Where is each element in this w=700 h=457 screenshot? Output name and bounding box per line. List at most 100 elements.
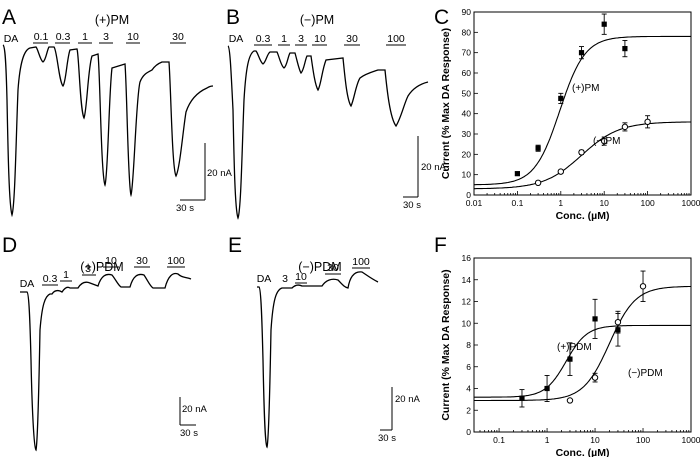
panel-e-scale-current: 20 nA (395, 394, 420, 405)
chart-f-label-minus: (−)PDM (628, 368, 663, 379)
panel-e-title: (−)PDM (298, 260, 341, 274)
panel-d-scale-time: 30 s (180, 428, 198, 439)
chart-c-xtick-label: 0.1 (511, 198, 523, 208)
panel-d-label-3: 10 (105, 255, 117, 267)
panel-a-letter: A (2, 6, 16, 29)
panel-d-trace (20, 272, 192, 452)
panel-b: B (−)PM DA 0.3 1 3 10 30 100 20 nA 30 s (226, 6, 446, 220)
panel-d-label-0: 0.3 (43, 273, 58, 285)
chart-c-point-1 (644, 118, 651, 126)
chart-c-ytick-label: 50 (462, 88, 472, 98)
chart-f-point-0 (544, 385, 550, 392)
panel-d-label-2: 3 (85, 263, 91, 275)
chart-c-point-0 (601, 21, 607, 27)
panel-a-label-3: 3 (103, 31, 109, 43)
chart-f-point-0 (567, 356, 573, 362)
chart-c-xlabel: Conc. (µM) (556, 210, 610, 222)
chart-f-fit-0 (474, 324, 691, 398)
chart-f-ytick-label: 6 (466, 362, 471, 372)
chart-f-ytick-label: 0 (466, 427, 471, 437)
chart-f-xtick-label: 1000 (682, 435, 700, 445)
chart-f-xtick-label: 0.1 (493, 435, 505, 445)
chart-c-xtick-label: 100 (641, 198, 655, 208)
panel-e-trace (257, 271, 379, 449)
chart-c-ytick-label: 60 (462, 68, 472, 78)
chart-c-point-0 (558, 95, 564, 102)
panel-e-label-3: 100 (352, 256, 370, 268)
panel-b-label-5: 100 (387, 33, 405, 45)
chart-c-frame (473, 11, 692, 196)
panel-b-letter: B (226, 6, 240, 29)
chart-f-ytick-label: 14 (462, 275, 472, 285)
chart-c-point-1 (557, 168, 564, 175)
chart-f-point-0 (592, 316, 598, 322)
chart-f-ytick-label: 4 (466, 384, 471, 394)
panel-d-title: (+)PDM (80, 260, 123, 274)
panel-d-scale-current: 20 nA (182, 404, 207, 415)
panel-d: D (+)PDM DA 0.3 1 3 10 30 100 20 nA 30 s (2, 234, 207, 452)
chart-f-xtick-label: 100 (636, 435, 650, 445)
panel-b-label-0: 0.3 (256, 33, 271, 45)
chart-c-ytick-label: 20 (462, 149, 472, 159)
chart-c-point-1 (601, 137, 608, 145)
chart-c-ytick-label: 70 (462, 48, 472, 58)
chart-f-ytick-label: 8 (466, 340, 471, 350)
chart-f-xtick-label: 10 (590, 435, 600, 445)
chart-c: 0.01 0.1 1 10 100 1000 0 10 20 30 40 50 60 70 80 90 Conc… (440, 7, 700, 222)
panel-a-title: (+)PM (95, 13, 129, 27)
panel-b-label-3: 10 (314, 33, 326, 45)
panel-a-trace (2, 44, 214, 218)
chart-f-point-1 (639, 283, 647, 290)
panel-e-label-2: 30 (327, 262, 339, 274)
chart-f-ytick-label: 12 (462, 297, 472, 307)
chart-c-point-1 (578, 149, 585, 156)
panel-d-label-5: 100 (167, 255, 185, 267)
panel-c-letter: C (434, 6, 449, 29)
panel-b-scale-time: 30 s (403, 200, 421, 211)
chart-c-ytick-label: 90 (462, 7, 472, 17)
panel-b-label-4: 30 (346, 33, 358, 45)
chart-f-point-1 (614, 318, 622, 326)
panel-a-label-da: DA (4, 33, 19, 45)
chart-c-xtick-label: 10 (599, 198, 609, 208)
panel-a-label-5: 30 (172, 31, 184, 43)
panel-e-letter: E (228, 234, 242, 257)
chart-c-xtick-label: 1000 (682, 198, 700, 208)
chart-c-point-0 (514, 171, 520, 177)
chart-c-ylabel: Current (% Max DA Response) (440, 28, 452, 179)
panel-a-label-4: 10 (127, 31, 139, 43)
chart-f-point-1 (591, 374, 599, 381)
chart-c-label-plus: (+)PM (572, 83, 600, 94)
panel-a-label-0: 0.1 (34, 31, 49, 43)
panel-d-label-1: 1 (63, 269, 69, 281)
panel-b-label-da: DA (229, 33, 244, 45)
chart-f-xlabel: Conc. (µM) (556, 447, 610, 457)
chart-c-point-0 (578, 50, 585, 56)
chart-c-ytick-label: 10 (462, 170, 472, 180)
chart-f-xtick-label: 1 (545, 435, 550, 445)
panel-a-label-2: 1 (82, 31, 88, 43)
chart-c-label-minus: (−)PM (593, 136, 621, 147)
panel-a: A (+)PM DA 0.1 0.3 1 3 10 30 20 nA 30 s (2, 6, 232, 218)
chart-f-fit-1 (474, 285, 691, 402)
chart-f-point-1 (566, 397, 574, 404)
chart-c-ytick-label: 0 (466, 190, 471, 200)
chart-c-fit-1 (474, 121, 691, 190)
panel-e-label-1: 10 (295, 271, 307, 283)
chart-c-ytick-label: 30 (462, 129, 472, 139)
chart-c-point-1 (534, 179, 542, 187)
panel-e: E (−)PDM DA 3 10 30 100 20 nA 30 s (228, 234, 420, 449)
chart-f-ytick-label: 10 (462, 318, 472, 328)
chart-c-ytick-label: 80 (462, 27, 472, 37)
panel-b-scale-current: 20 nA (421, 162, 446, 173)
panel-b-trace (227, 45, 429, 220)
panel-e-scale-time: 30 s (378, 433, 396, 444)
panel-f: F 0.1 1 10 100 1000 0 2 4 6 8 10 12 14 16 Conc. (µM) Cu… (434, 234, 700, 457)
chart-c-ytick-label: 40 (462, 109, 472, 119)
panel-a-scale-time: 30 s (176, 203, 194, 214)
panel-b-label-1: 1 (281, 33, 287, 45)
chart-f-label-plus: (+)PDM (557, 342, 592, 353)
panel-a-scale-current: 20 nA (207, 168, 232, 179)
panel-b-title: (−)PM (300, 13, 334, 27)
chart-f-point-0 (519, 395, 525, 401)
